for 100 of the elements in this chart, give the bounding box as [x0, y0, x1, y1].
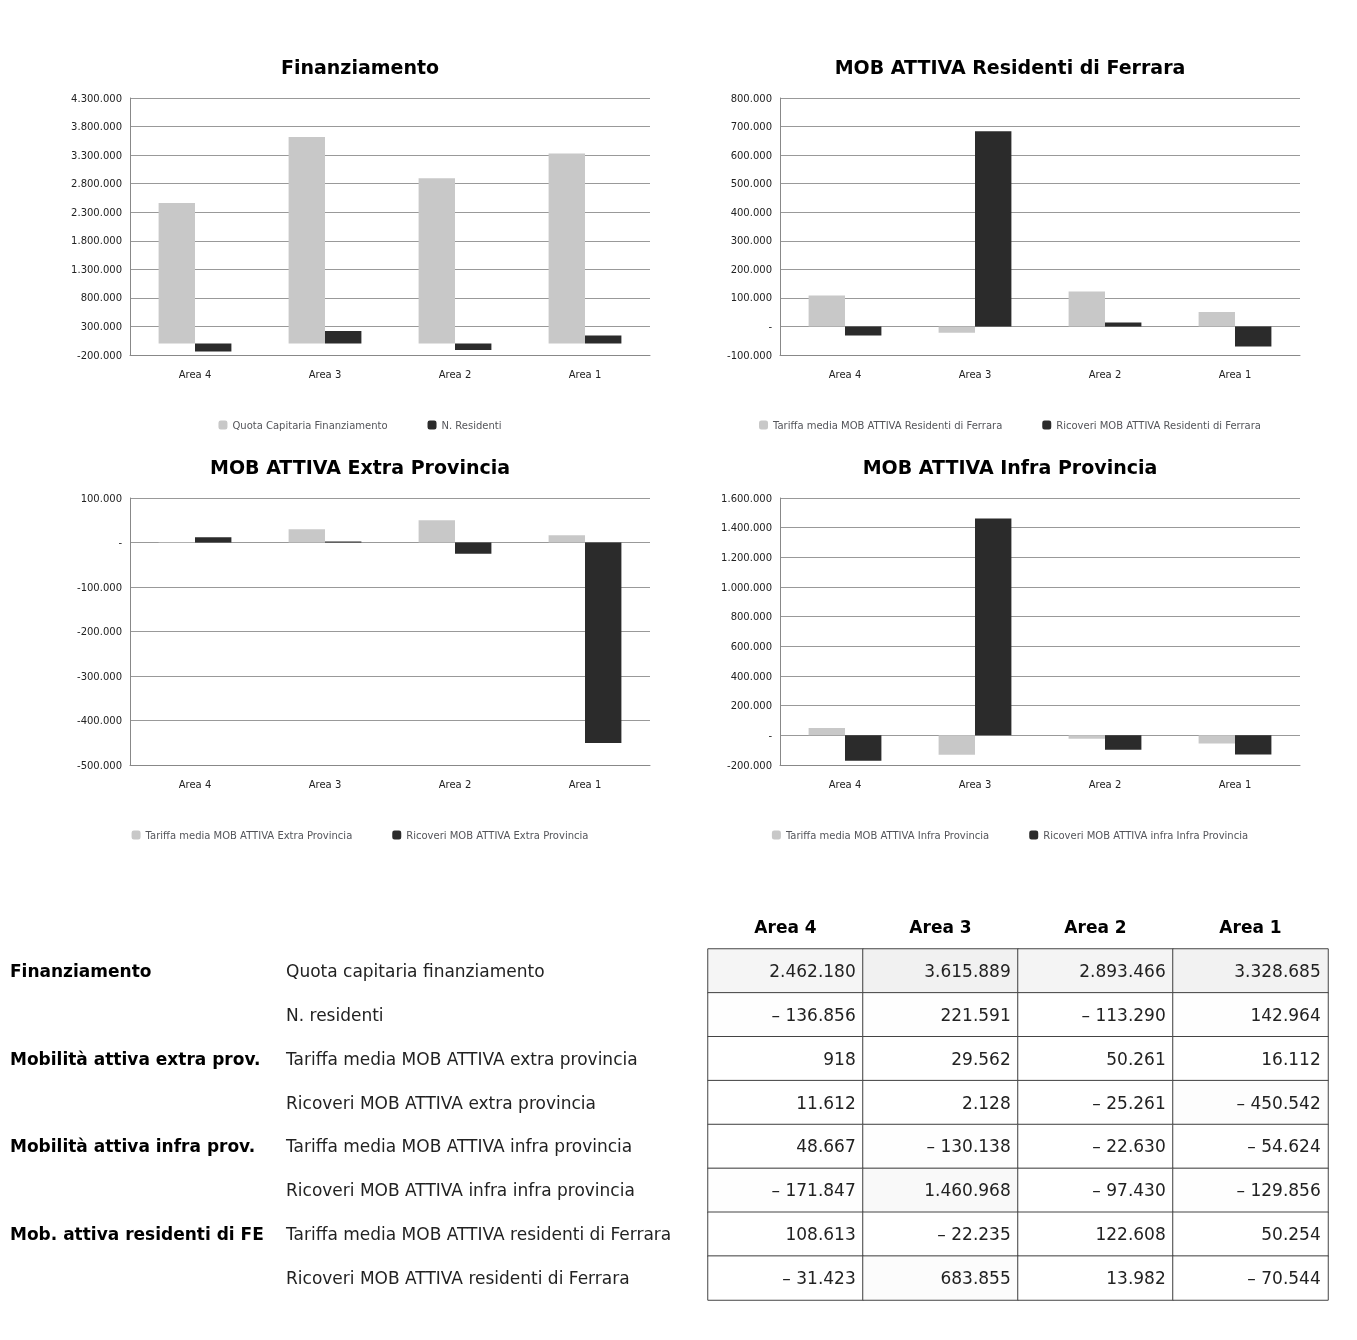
- x-tick-label: Area 2: [1088, 778, 1122, 790]
- y-tick-label: 500.000: [730, 178, 772, 190]
- y-tick-label: 1.800.000: [71, 235, 122, 247]
- data-label: 16.112: [1261, 1048, 1321, 1069]
- y-tick-label: -500.000: [77, 759, 122, 771]
- y-tick-label: -300.000: [77, 670, 122, 682]
- y-tick-label: N. residenti: [286, 1004, 384, 1025]
- data-label: 48.667: [796, 1136, 856, 1157]
- data-label: 221.591: [940, 1004, 1011, 1025]
- x-tick-label: Area 1: [1218, 778, 1252, 790]
- bar: [1198, 735, 1235, 744]
- data-label: – 54.624: [1247, 1136, 1321, 1157]
- y-tick-label: -100.000: [77, 581, 122, 593]
- data-label: – 136.856: [771, 1004, 856, 1025]
- data-label: – 31.423: [782, 1268, 856, 1289]
- data-label: – 450.542: [1236, 1092, 1321, 1113]
- x-tick-label: Area 1: [1218, 368, 1252, 380]
- data-label: 108.613: [785, 1224, 856, 1245]
- y-tick-label: 4.300.000: [71, 92, 122, 104]
- x-tick-label: Area 4: [828, 778, 862, 790]
- text: Mobilità attiva infra prov.: [10, 1136, 256, 1157]
- y-tick-label: Quota capitaria finanziamento: [286, 960, 545, 981]
- data-label: – 171.847: [771, 1180, 856, 1201]
- y-tick-label: -200.000: [77, 349, 122, 361]
- x-tick-label: Area 3: [958, 368, 992, 380]
- bar: [975, 518, 1012, 736]
- y-tick-label: 600.000: [730, 640, 772, 652]
- data-label: 918: [823, 1048, 856, 1069]
- x-tick-label: Area 1: [568, 778, 602, 790]
- bar: [1068, 735, 1105, 739]
- x-tick-label: Area 2: [1064, 916, 1127, 937]
- data-label: – 129.856: [1236, 1180, 1321, 1201]
- x-tick-label: Area 2: [1088, 368, 1122, 380]
- chart-title: Finanziamento: [280, 55, 440, 78]
- bar: [288, 137, 325, 344]
- data-label: 3.328.685: [1234, 960, 1321, 981]
- y-tick-label: 1.600.000: [721, 492, 772, 504]
- bar: [1235, 735, 1272, 755]
- x-tick-label: Area 2: [438, 368, 472, 380]
- bar: [195, 537, 232, 543]
- bar: [845, 735, 882, 761]
- data-label: 142.964: [1250, 1004, 1321, 1025]
- chart-title: MOB ATTIVA Extra Provincia: [209, 455, 511, 478]
- data-label: – 113.290: [1081, 1004, 1166, 1025]
- bar: [1068, 291, 1105, 327]
- data-label: 1.460.968: [924, 1180, 1011, 1201]
- y-tick-label: 1.000.000: [721, 581, 772, 593]
- bar: [808, 295, 845, 327]
- bar: [288, 529, 325, 543]
- data-label: 29.562: [951, 1048, 1011, 1069]
- bar: [585, 542, 622, 743]
- chart-title: MOB ATTIVA Residenti di Ferrara: [834, 55, 1186, 78]
- data-label: 50.261: [1106, 1048, 1166, 1069]
- y-tick-label: Tariffa media MOB ATTIVA infra provincia: [285, 1136, 633, 1157]
- legend-label: Tariffa media MOB ATTIVA Residenti di Ferrara: [772, 419, 1003, 431]
- x-tick-label: Area 3: [909, 916, 972, 937]
- y-tick-label: 100.000: [80, 492, 122, 504]
- x-tick-label: Area 4: [828, 368, 862, 380]
- y-tick-label: 300.000: [80, 320, 122, 332]
- y-tick-label: Tariffa media MOB ATTIVA residenti di Ferrara: [285, 1224, 672, 1245]
- data-label: 2.893.466: [1079, 960, 1166, 981]
- y-tick-label: -400.000: [77, 715, 122, 726]
- bar: [158, 202, 195, 344]
- data-label: – 22.235: [937, 1224, 1011, 1245]
- data-label: – 22.630: [1092, 1136, 1166, 1157]
- bar: [548, 535, 585, 543]
- y-tick-label: 700.000: [730, 121, 772, 133]
- data-label: – 97.430: [1092, 1180, 1166, 1201]
- legend-label: Ricoveri MOB ATTIVA infra Infra Provincia: [1043, 829, 1249, 841]
- bar: [548, 153, 585, 344]
- legend-label: Tariffa media MOB ATTIVA Extra Provincia: [144, 829, 353, 841]
- y-tick-label: 1.200.000: [721, 551, 772, 563]
- y-tick-label: 800.000: [730, 611, 772, 623]
- y-tick-label: -: [768, 320, 773, 332]
- x-tick-label: Area 4: [178, 778, 212, 790]
- bar: [1235, 326, 1272, 347]
- y-tick-label: -100.000: [727, 349, 772, 361]
- data-label: 683.855: [940, 1268, 1011, 1289]
- x-tick-label: Area 1: [568, 368, 602, 380]
- y-tick-label: 3.300.000: [71, 149, 122, 161]
- y-tick-label: 800.000: [80, 292, 122, 304]
- y-tick-label: Ricoveri MOB ATTIVA extra provincia: [286, 1092, 596, 1113]
- bar: [455, 343, 492, 351]
- y-tick-label: 200.000: [730, 263, 772, 275]
- x-tick-label: Area 3: [308, 778, 342, 790]
- bar: [938, 735, 975, 755]
- legend-label: Ricoveri MOB ATTIVA Extra Provincia: [406, 829, 589, 841]
- y-tick-label: 1.400.000: [721, 522, 772, 534]
- bar: [418, 520, 455, 543]
- y-tick-label: 600.000: [730, 149, 772, 161]
- bar: [975, 131, 1012, 327]
- chart-title: MOB ATTIVA Infra Provincia: [862, 455, 1158, 478]
- y-tick-label: 200.000: [730, 700, 772, 712]
- x-tick-label: Area 4: [754, 916, 817, 937]
- legend-label: Quota Capitaria Finanziamento: [232, 419, 388, 431]
- x-tick-label: Area 3: [958, 778, 992, 790]
- y-tick-label: -200.000: [77, 626, 122, 637]
- data-label: 122.608: [1095, 1224, 1166, 1245]
- y-tick-label: 400.000: [730, 670, 772, 682]
- y-tick-label: 2.300.000: [71, 206, 122, 218]
